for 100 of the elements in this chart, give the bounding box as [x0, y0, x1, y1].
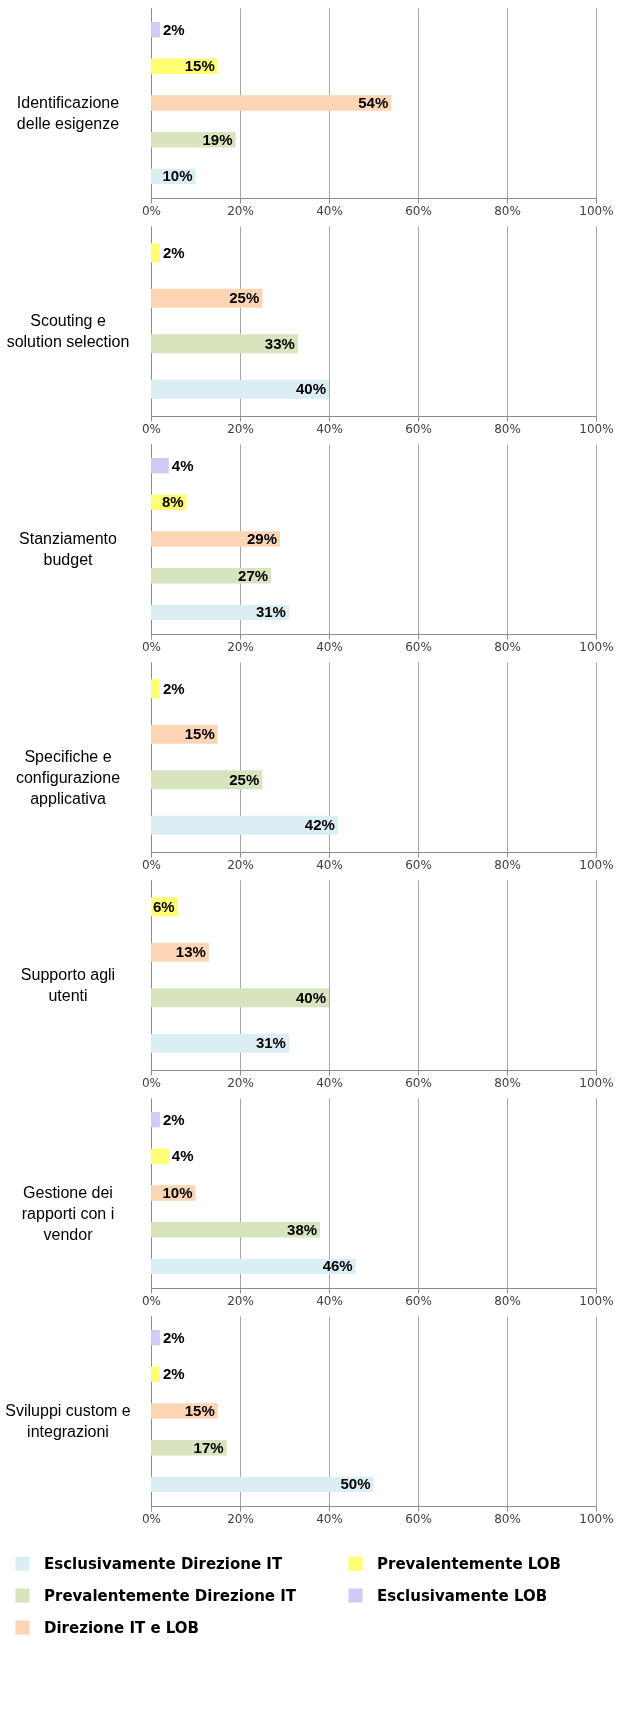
data-label: 50%: [340, 1475, 371, 1493]
x-tick-label: 60%: [405, 1075, 432, 1090]
x-tick-label: 60%: [405, 1511, 432, 1526]
data-label: 2%: [162, 1328, 185, 1346]
bar: [151, 379, 329, 399]
data-label: 31%: [255, 603, 286, 621]
x-tick-label: 20%: [227, 421, 254, 436]
data-label: 4%: [171, 1147, 194, 1165]
x-tick-label: 40%: [316, 203, 343, 218]
data-label: 25%: [229, 770, 260, 788]
text: Gestione dei rapporti con i vendor: [21, 1184, 115, 1243]
x-tick-label: 20%: [227, 639, 254, 654]
bar: [151, 334, 298, 354]
x-tick-label: 60%: [405, 203, 432, 218]
bar: [151, 1033, 289, 1053]
x-tick-label: 100%: [579, 1075, 614, 1090]
data-label: 54%: [358, 94, 389, 111]
x-tick-label: 20%: [227, 1075, 254, 1090]
legend-label: Direzione IT e LOB: [44, 1618, 200, 1637]
bar: [151, 95, 392, 111]
bar: [151, 679, 160, 699]
x-tick-label: 100%: [579, 1293, 614, 1308]
x-tick-label: 80%: [494, 203, 521, 218]
x-tick-label: 20%: [227, 203, 254, 218]
x-tick-label: 0%: [141, 1075, 162, 1090]
x-tick-label: 60%: [405, 421, 432, 436]
x-tick-label: 20%: [227, 1511, 254, 1526]
x-tick-label: 80%: [494, 1511, 521, 1526]
bar: [151, 1148, 169, 1165]
bar: [151, 457, 169, 474]
data-label: 10%: [162, 167, 193, 185]
x-tick-label: 100%: [579, 639, 614, 654]
data-label: 46%: [322, 1257, 353, 1275]
x-tick-label: 0%: [141, 1511, 162, 1526]
x-tick-label: 0%: [141, 1293, 162, 1308]
bar: [151, 21, 160, 38]
data-label: 2%: [162, 243, 185, 261]
text: Identificazione delle esigenze: [16, 94, 120, 132]
x-tick-label: 0%: [141, 639, 162, 654]
text: Supporto agli utenti: [20, 966, 116, 1004]
bar: [151, 815, 338, 835]
data-label: 4%: [171, 456, 194, 474]
data-label: 10%: [162, 1184, 193, 1201]
x-tick-label: 100%: [579, 1511, 614, 1526]
bar: [151, 1476, 374, 1493]
data-label: 25%: [229, 289, 260, 307]
x-tick-label: 80%: [494, 1293, 521, 1308]
bar: [151, 1329, 160, 1346]
text: Specifiche e configurazione applicativa: [15, 748, 121, 807]
x-tick-label: 40%: [316, 421, 343, 436]
text: Stanziamento budget: [19, 530, 118, 568]
data-label: 33%: [264, 334, 295, 352]
data-label: 31%: [255, 1034, 286, 1052]
x-tick-label: 40%: [316, 639, 343, 654]
x-tick-label: 40%: [316, 857, 343, 872]
data-label: 13%: [175, 943, 206, 961]
x-tick-label: 80%: [494, 1075, 521, 1090]
bar: [151, 1258, 356, 1275]
x-tick-label: 60%: [405, 1293, 432, 1308]
legend-label: Prevalentemente LOB: [377, 1554, 562, 1573]
x-tick-label: 80%: [494, 857, 521, 872]
data-label: 40%: [295, 380, 326, 398]
data-label: 2%: [162, 679, 185, 697]
x-tick-label: 40%: [316, 1075, 343, 1090]
x-tick-label: 100%: [579, 421, 614, 436]
legend-label: Esclusivamente LOB: [377, 1586, 548, 1605]
legend-label: Prevalentemente Direzione IT: [44, 1586, 297, 1605]
bar: [151, 988, 329, 1008]
data-label: 27%: [238, 566, 269, 584]
x-tick-label: 0%: [141, 857, 162, 872]
x-tick-label: 100%: [579, 203, 614, 218]
x-tick-label: 20%: [227, 1293, 254, 1308]
data-label: 38%: [287, 1220, 318, 1238]
x-tick-label: 0%: [141, 203, 162, 218]
data-label: 15%: [184, 725, 215, 743]
data-label: 40%: [295, 988, 326, 1006]
data-label: 6%: [153, 897, 175, 915]
x-tick-label: 40%: [316, 1293, 343, 1308]
data-label: 15%: [184, 57, 215, 75]
data-label: 42%: [304, 816, 335, 834]
data-label: 8%: [161, 493, 184, 511]
bar: [151, 1366, 160, 1383]
data-label: 2%: [162, 1365, 185, 1383]
x-tick-label: 100%: [579, 857, 614, 872]
data-label: 17%: [193, 1438, 224, 1456]
x-tick-label: 40%: [316, 1511, 343, 1526]
data-label: 2%: [162, 1110, 185, 1128]
x-tick-label: 80%: [494, 421, 521, 436]
x-tick-label: 60%: [405, 639, 432, 654]
text: Scouting e solution selection: [6, 312, 130, 350]
data-label: 29%: [247, 530, 278, 547]
x-tick-label: 0%: [141, 421, 162, 436]
legend-label: Esclusivamente Direzione IT: [44, 1554, 283, 1573]
x-tick-label: 60%: [405, 857, 432, 872]
x-tick-label: 20%: [227, 857, 254, 872]
x-tick-label: 80%: [494, 639, 521, 654]
bar: [151, 531, 281, 547]
text: Sviluppi custom e integrazioni: [5, 1402, 131, 1440]
data-label: 2%: [162, 20, 185, 38]
data-label: 19%: [202, 130, 233, 148]
